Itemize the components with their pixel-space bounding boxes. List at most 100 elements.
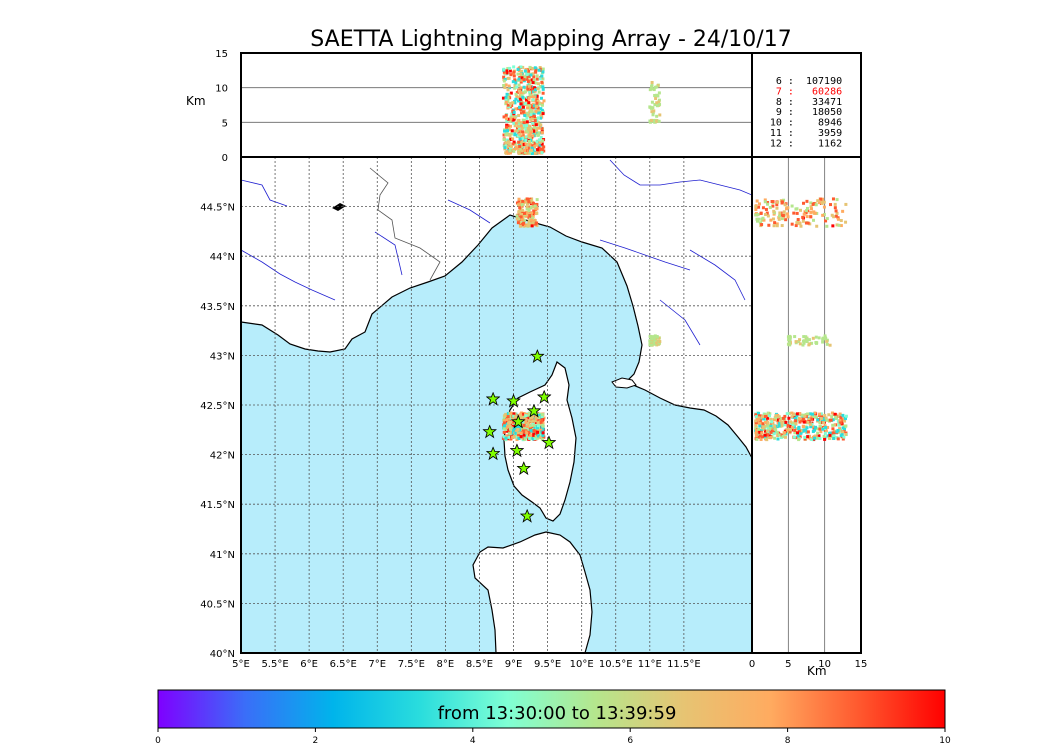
side-point	[833, 202, 837, 206]
altitude-point	[518, 128, 522, 132]
map-point	[514, 431, 518, 435]
altitude-point	[506, 129, 510, 133]
map-point	[529, 420, 533, 424]
map-point	[511, 428, 515, 432]
altitude-point	[516, 72, 520, 76]
altitude-point	[655, 104, 659, 108]
side-point	[788, 423, 792, 427]
side-point	[770, 420, 774, 424]
altitude-point	[507, 151, 511, 155]
lat-tick-label: 44°N	[210, 252, 235, 263]
side-point	[844, 432, 848, 436]
side-point	[815, 436, 819, 440]
altitude-point	[523, 96, 527, 100]
map-point	[511, 424, 515, 428]
lat-tick-labels: 40°N 40.5°N 41°N 41.5°N 42°N 42.5°N 43°N 43.5°N…	[200, 203, 235, 660]
altitude-point	[520, 76, 524, 80]
map-point	[509, 415, 513, 419]
lon-tick-label: 8°E	[437, 659, 455, 670]
altitude-point	[532, 114, 536, 118]
side-point	[774, 417, 778, 421]
map-point	[538, 416, 542, 420]
map-point	[535, 221, 539, 225]
side-point	[805, 426, 809, 430]
side-point	[814, 335, 818, 339]
side-point	[797, 438, 801, 442]
side-point	[822, 205, 826, 209]
side-point	[766, 416, 770, 420]
altitude-point	[521, 110, 525, 114]
altitude-point	[525, 77, 529, 81]
altitude-point	[528, 133, 532, 137]
side-point	[798, 435, 802, 439]
map-point	[541, 421, 545, 425]
map-point	[653, 341, 657, 345]
map-point	[540, 413, 544, 417]
altitude-point	[516, 134, 520, 138]
map-point	[531, 211, 535, 215]
map-point	[515, 217, 519, 221]
altitude-point	[509, 117, 513, 121]
side-point	[801, 425, 805, 429]
altitude-point	[657, 98, 661, 102]
side-point	[776, 437, 780, 441]
side-point	[816, 431, 820, 435]
altitude-point	[538, 140, 542, 144]
altitude-point	[504, 143, 508, 147]
side-point	[769, 435, 773, 439]
map-point	[533, 419, 537, 423]
map-point	[540, 418, 544, 422]
side-point	[812, 415, 816, 419]
altitude-point	[535, 101, 539, 105]
colorbar-ticks: 0 2 4 6 8 10	[155, 728, 951, 746]
map-point	[529, 199, 533, 203]
side-point	[810, 207, 814, 211]
altitude-point	[529, 118, 533, 122]
altitude-point	[520, 140, 524, 144]
side-point	[806, 221, 810, 225]
side-point	[798, 412, 802, 416]
altitude-point	[540, 142, 544, 146]
side-point	[804, 420, 808, 424]
side-point	[783, 435, 787, 439]
altitude-point	[505, 123, 509, 127]
side-point	[755, 199, 759, 203]
side-point	[756, 213, 760, 217]
altitude-point	[525, 116, 529, 120]
side-point	[797, 340, 801, 344]
altitude-point	[519, 69, 523, 73]
altitude-point	[513, 101, 517, 105]
side-point	[788, 429, 792, 433]
side-point	[793, 335, 797, 339]
map-point	[525, 431, 529, 435]
map-point	[514, 428, 518, 432]
side-point	[782, 198, 786, 202]
side-point	[785, 412, 789, 416]
altitude-point	[657, 119, 661, 123]
altitude-point	[540, 74, 544, 78]
lon-tick-label: 5°E	[232, 659, 250, 670]
side-point	[829, 203, 833, 207]
map-point	[524, 423, 528, 427]
side-point	[786, 215, 790, 219]
map-point	[503, 413, 507, 417]
side-point	[811, 336, 815, 340]
side-point	[809, 210, 813, 214]
side-point	[831, 423, 835, 427]
altitude-point	[537, 90, 541, 94]
side-point	[839, 218, 843, 222]
map-point	[518, 206, 522, 210]
altitude-point	[650, 83, 654, 87]
altitude-point	[504, 98, 508, 102]
side-point	[825, 342, 829, 346]
altitude-point	[525, 151, 529, 155]
side-point	[796, 219, 800, 223]
side-point	[773, 424, 777, 428]
counts-list: 6 : 107190 7 : 60286 8 : 33471 9 : 18050…	[770, 76, 842, 149]
altitude-point	[529, 113, 533, 117]
altitude-point	[505, 117, 509, 121]
map-point	[535, 207, 539, 211]
altitude-point	[515, 94, 519, 98]
side-point	[818, 420, 822, 424]
side-point	[789, 424, 793, 428]
